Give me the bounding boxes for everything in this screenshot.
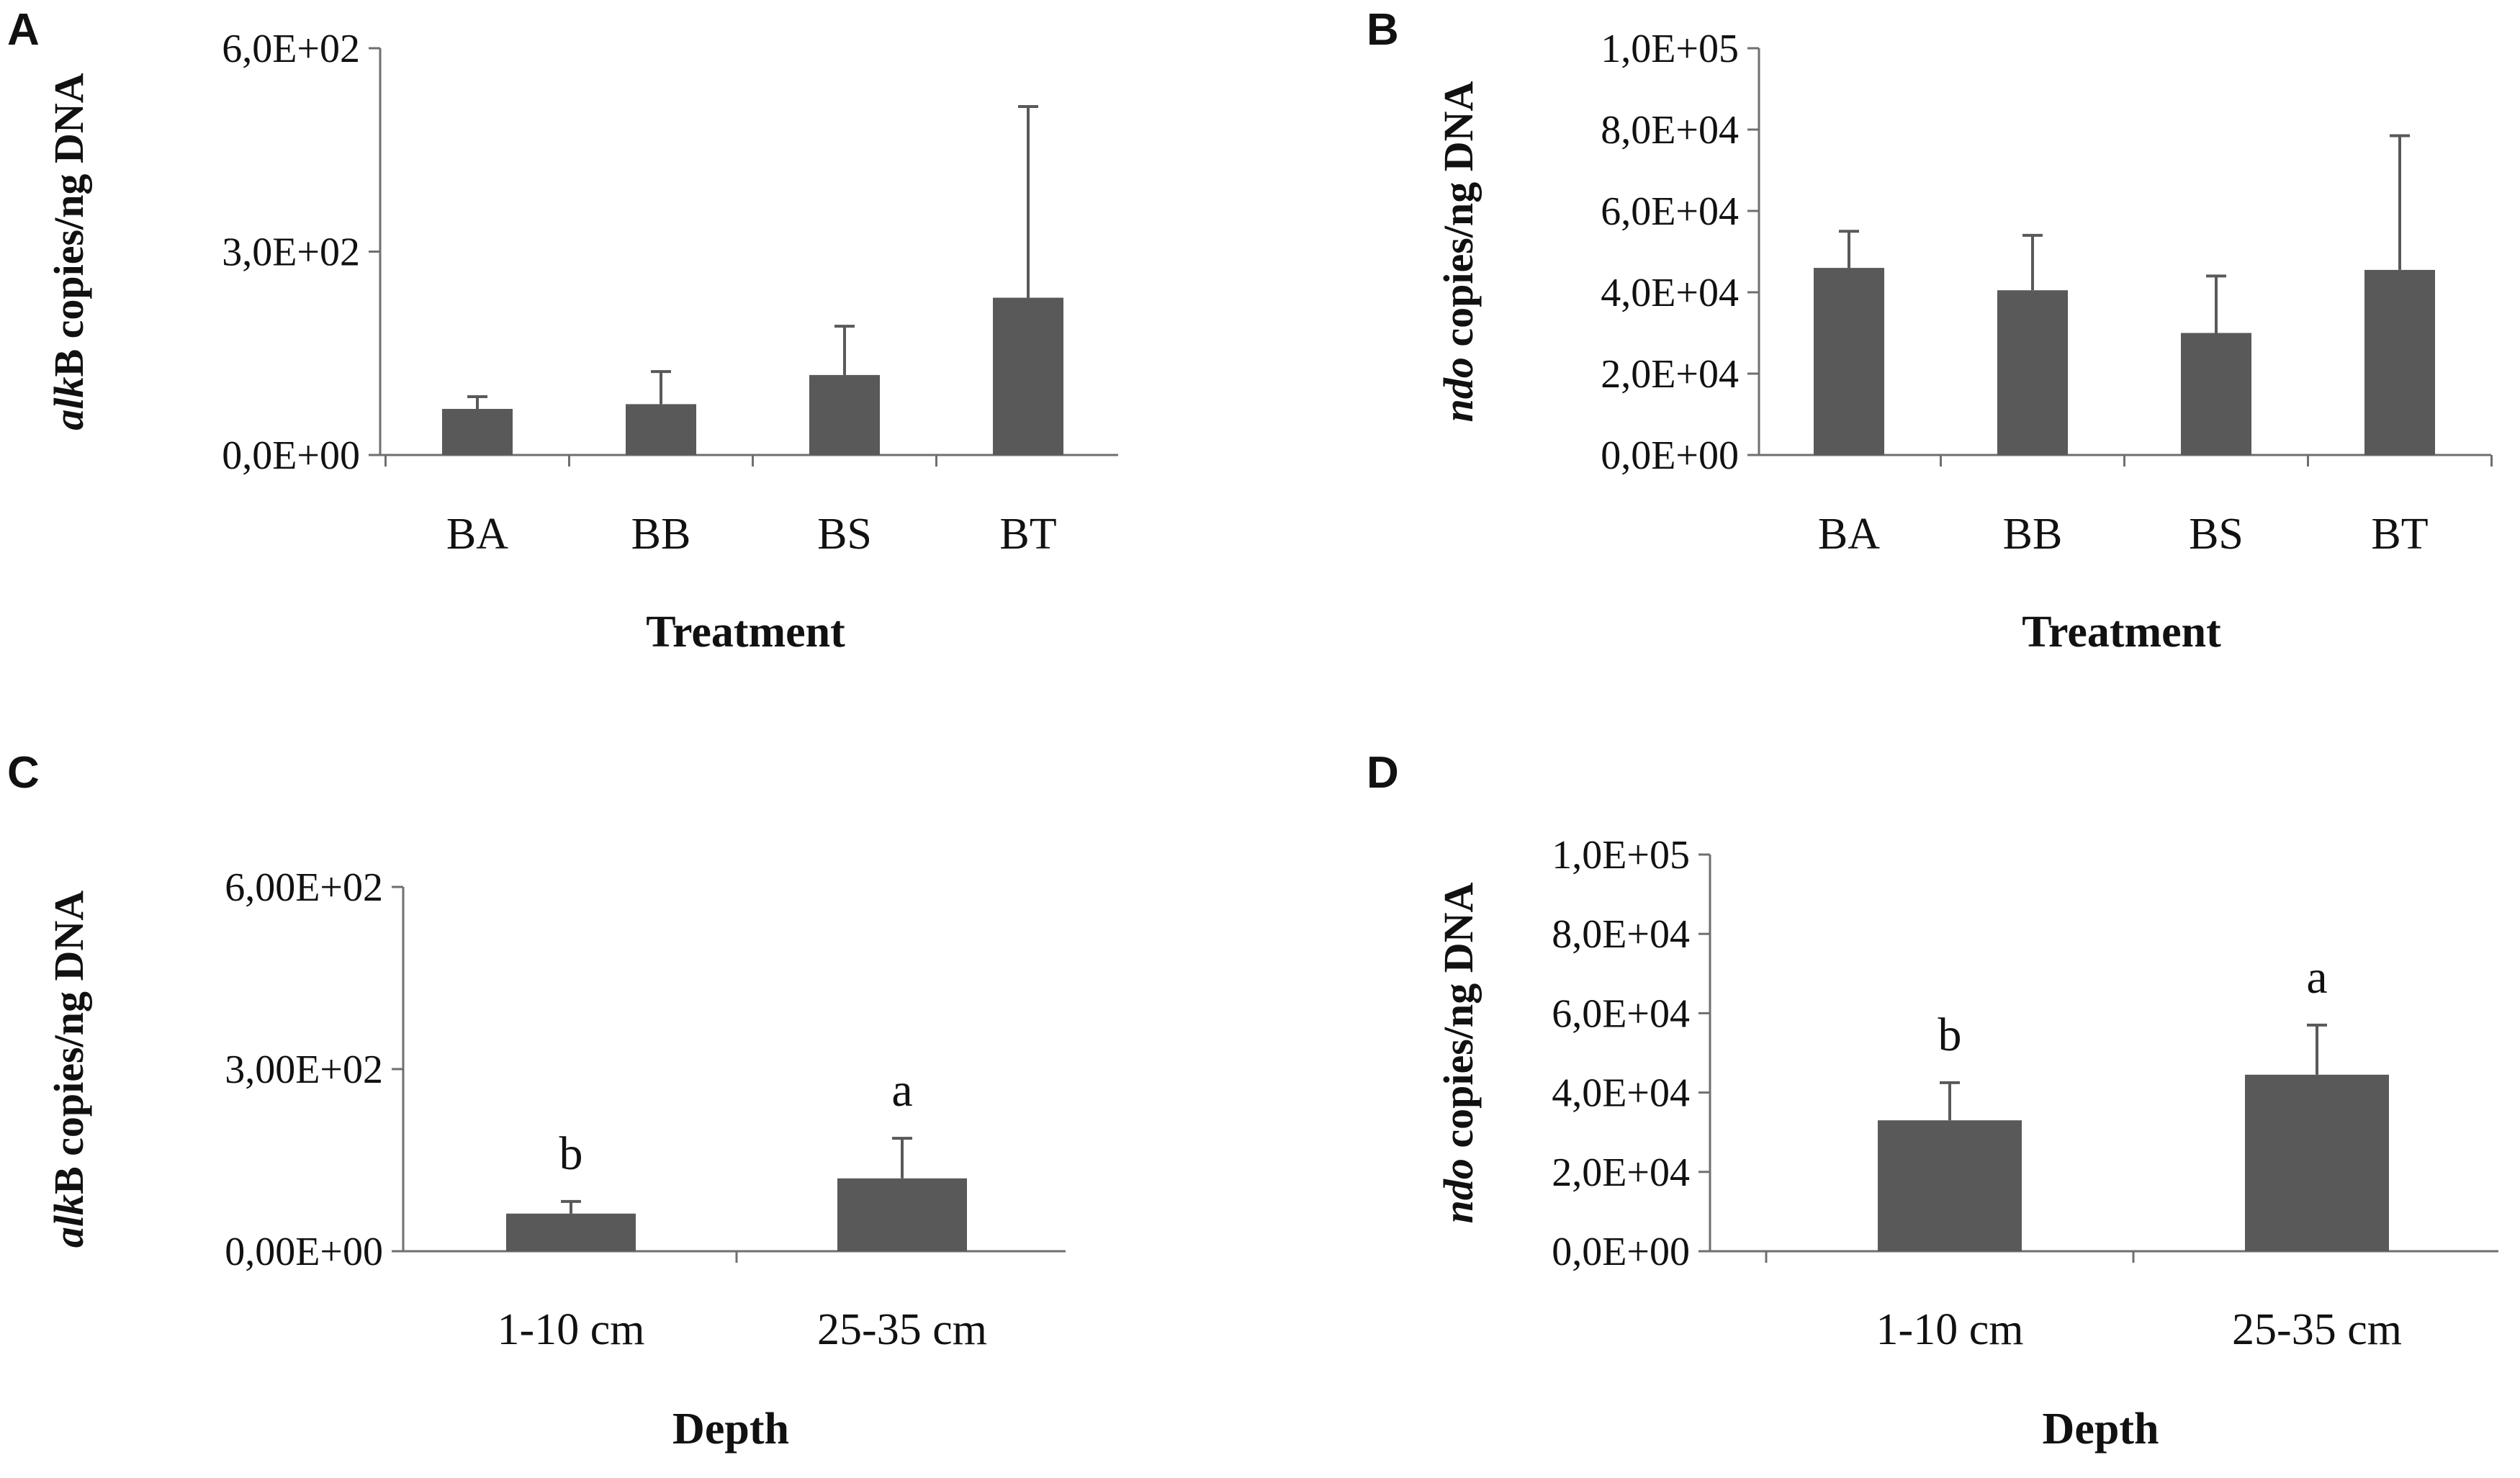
panel-b: B 0,0E+00 2,0E+04 4,0E+04 6,0E+04 8,0E+04 1,0E…	[1367, 5, 2493, 657]
panel-c: C 0,00E+00 3,00E+02 6,00E+02 1-10 cm b 25-35 c…	[7, 748, 1066, 1454]
error-bar	[892, 1137, 912, 1179]
x-tick-label: BB	[631, 510, 691, 559]
x-tick-label: BA	[1818, 510, 1880, 559]
y-tick-label: 8,0E+04	[1601, 108, 1739, 153]
x-tick-label: 25-35 cm	[2232, 1305, 2402, 1354]
y-axis-title-gene: ndo	[1435, 1158, 1482, 1223]
x-tick-label: 25-35 cm	[817, 1305, 987, 1354]
error-bar	[2206, 274, 2226, 333]
error-bar	[2307, 1023, 2327, 1075]
x-tick-label: BS	[2189, 510, 2244, 559]
y-tick-label: 0,0E+00	[222, 433, 360, 478]
bar	[442, 408, 513, 455]
error-bar	[2390, 134, 2410, 270]
y-axis-title: alkB copies/ng DNA	[45, 891, 92, 1248]
y-tick-label: 3,00E+02	[225, 1047, 383, 1092]
y-tick-label: 1,0E+05	[1601, 27, 1739, 71]
y-tick-label: 0,0E+00	[1601, 433, 1739, 478]
panel-letter: A	[7, 5, 40, 55]
y-axis-title-unit: B copies/ng DNA	[45, 891, 92, 1194]
x-tick-label: BS	[817, 510, 872, 559]
x-axis-title: Treatment	[646, 608, 845, 657]
y-tick-label: 6,0E+04	[1552, 991, 1690, 1036]
bar	[506, 1213, 636, 1251]
bar	[1878, 1120, 2022, 1251]
significance-letter: a	[2306, 951, 2327, 1004]
y-tick-label: 8,0E+04	[1552, 912, 1690, 957]
x-tick-label: BT	[999, 510, 1056, 559]
bar	[837, 1178, 967, 1251]
bar	[1814, 268, 1884, 455]
y-axis-title: ndo copies/ng DNA	[1435, 883, 1482, 1224]
x-axis-title: Depth	[2043, 1405, 2159, 1454]
significance-letter: b	[559, 1127, 583, 1180]
x-axis-title: Treatment	[2022, 608, 2221, 657]
y-axis-title-gene: alk	[45, 1194, 92, 1248]
significance-letter: b	[1938, 1009, 1962, 1061]
y-axis-title-unit: copies/ng DNA	[1435, 81, 1482, 358]
y-axis-title-unit: B copies/ng DNA	[45, 73, 92, 377]
panel-a: A 0,0E+00 3,0E+02 6,0E+02 BA BB BS BT Treatment a…	[7, 5, 1118, 657]
error-bar	[834, 325, 855, 375]
y-axis-title-gene: alk	[45, 377, 92, 431]
x-tick-label: BA	[446, 510, 508, 559]
error-bar	[1839, 230, 1859, 269]
panel-letter: B	[1367, 5, 1399, 55]
x-tick-label: 1-10 cm	[1876, 1305, 2024, 1354]
y-axis-title: ndo copies/ng DNA	[1435, 81, 1482, 423]
bar	[2364, 269, 2435, 455]
significance-letter: a	[891, 1064, 912, 1117]
error-bar	[651, 370, 671, 405]
y-tick-label: 2,0E+04	[1601, 352, 1739, 397]
error-bar	[1940, 1081, 1960, 1121]
panel-letter: D	[1367, 748, 1399, 798]
y-axis-title-gene: ndo	[1435, 357, 1482, 422]
error-bar	[561, 1199, 581, 1214]
error-bar	[2022, 233, 2043, 291]
y-tick-label: 6,0E+04	[1601, 189, 1739, 234]
x-tick-label: BB	[2003, 510, 2063, 559]
y-axis-title-unit: copies/ng DNA	[1435, 883, 1482, 1159]
error-bar	[1018, 104, 1038, 298]
y-tick-label: 6,00E+02	[225, 865, 383, 910]
y-tick-label: 6,0E+02	[222, 27, 360, 71]
panel-letter: C	[7, 748, 40, 798]
x-tick-label: 1-10 cm	[498, 1305, 645, 1354]
bar	[626, 404, 696, 455]
x-tick-label: BT	[2371, 510, 2428, 559]
y-tick-label: 4,0E+04	[1601, 271, 1739, 315]
y-tick-label: 2,0E+04	[1552, 1150, 1690, 1195]
bar	[1997, 290, 2068, 455]
bar	[993, 297, 1063, 455]
bar	[2181, 333, 2251, 455]
y-axis-title: alkB copies/ng DNA	[45, 73, 92, 430]
y-tick-label: 3,0E+02	[222, 230, 360, 275]
y-tick-label: 1,0E+05	[1552, 833, 1690, 878]
bar	[2245, 1074, 2389, 1251]
bar	[809, 374, 880, 455]
y-tick-label: 4,0E+04	[1552, 1071, 1690, 1116]
x-axis-title: Depth	[672, 1405, 789, 1454]
error-bar	[467, 395, 487, 409]
y-tick-label: 0,00E+00	[225, 1230, 383, 1274]
y-tick-label: 0,0E+00	[1552, 1230, 1690, 1274]
panel-d: D 0,0E+00 2,0E+04 4,0E+04 6,0E+04 8,0E+04 1,0E…	[1367, 748, 2498, 1454]
